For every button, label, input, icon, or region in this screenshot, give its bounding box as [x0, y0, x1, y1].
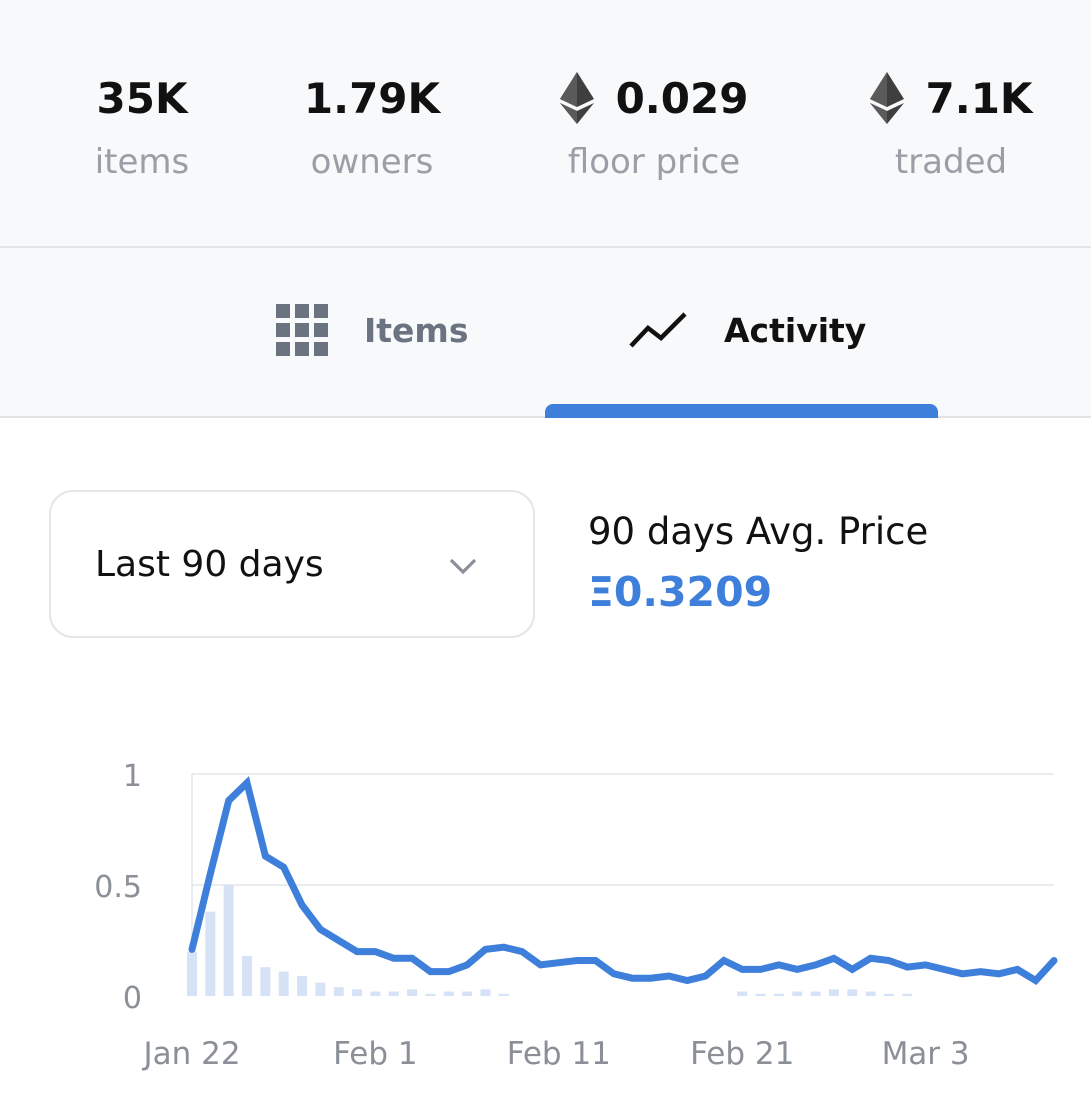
volume-bar: [205, 911, 216, 996]
y-tick-label: 0: [123, 981, 142, 1016]
y-tick-label: 1: [123, 759, 142, 794]
volume-bar: [407, 989, 418, 996]
stat-traded-value: 7.1K: [925, 73, 1033, 123]
stat-traded-label: traded: [894, 142, 1008, 182]
x-tick-label: Jan 22: [141, 1036, 240, 1072]
x-tick-label: Feb 11: [507, 1036, 611, 1072]
volume-bar: [810, 991, 821, 996]
stat-owners-value: 1.79K: [303, 73, 441, 123]
x-tick-label: Feb 21: [690, 1036, 794, 1072]
volume-bar: [297, 976, 308, 996]
volume-bar: [902, 993, 913, 996]
tab-items[interactable]: Items: [276, 302, 468, 358]
volume-bar: [865, 991, 876, 996]
stat-owners-label: owners: [310, 142, 434, 182]
volume-bar: [792, 991, 803, 996]
volume-bar: [737, 991, 748, 996]
volume-bar: [370, 991, 381, 996]
ethereum-icon: [559, 72, 594, 124]
stat-traded: 7.1K traded: [821, 70, 1081, 182]
volume-bar: [278, 971, 289, 996]
grid-icon: [276, 304, 328, 356]
volume-bar: [462, 991, 473, 996]
volume-bar: [828, 989, 839, 996]
volume-bar: [223, 885, 234, 996]
stat-owners: 1.79K owners: [242, 70, 502, 183]
volume-bar: [315, 982, 326, 996]
avg-price-title: 90 days Avg. Price: [588, 510, 929, 553]
y-tick-label: 0.5: [94, 870, 142, 905]
stat-items-label: items: [94, 142, 190, 182]
active-tab-indicator: [545, 404, 938, 418]
stat-items-value: 35K: [96, 73, 188, 123]
stat-items: 35K items: [12, 70, 272, 183]
volume-bar: [755, 993, 766, 996]
volume-bar: [443, 991, 454, 996]
trend-line-icon: [629, 312, 687, 348]
avg-price-value: Ξ0.3209: [588, 568, 773, 616]
volume-bar: [847, 989, 858, 996]
volume-bar: [883, 993, 894, 996]
chevron-down-icon[interactable]: [448, 556, 478, 576]
time-range-value: Last 90 days: [95, 544, 324, 585]
stat-floor-price-value: 0.029: [615, 73, 749, 123]
x-tick-label: Feb 1: [333, 1036, 417, 1072]
collection-stats: 35K items 1.79K owners 0.029 floor price: [0, 0, 1091, 248]
volume-bar: [498, 993, 509, 996]
tab-activity-label: Activity: [724, 310, 867, 350]
volume-bar: [260, 967, 271, 996]
stat-floor-price: 0.029 floor price: [524, 70, 784, 182]
tab-activity[interactable]: Activity: [628, 302, 866, 358]
volume-bar: [480, 989, 491, 996]
view-tabs: Items Activity: [0, 248, 1091, 418]
volume-bar: [242, 956, 253, 996]
price-history-chart: 0 0.5 1 Jan 22 Feb 1 Feb 11 Feb 21 Mar 3: [94, 759, 1058, 1072]
volume-bar: [388, 991, 399, 996]
volume-bar: [773, 993, 784, 996]
tab-items-label: Items: [364, 310, 469, 350]
price-line: [188, 776, 1058, 985]
x-tick-label: Mar 3: [882, 1036, 970, 1072]
ethereum-icon: [869, 72, 904, 124]
volume-bar: [333, 987, 344, 996]
volume-bar: [352, 989, 363, 996]
volume-bar: [425, 993, 436, 996]
volume-bar: [187, 951, 197, 996]
stat-floor-price-label: floor price: [567, 142, 741, 182]
